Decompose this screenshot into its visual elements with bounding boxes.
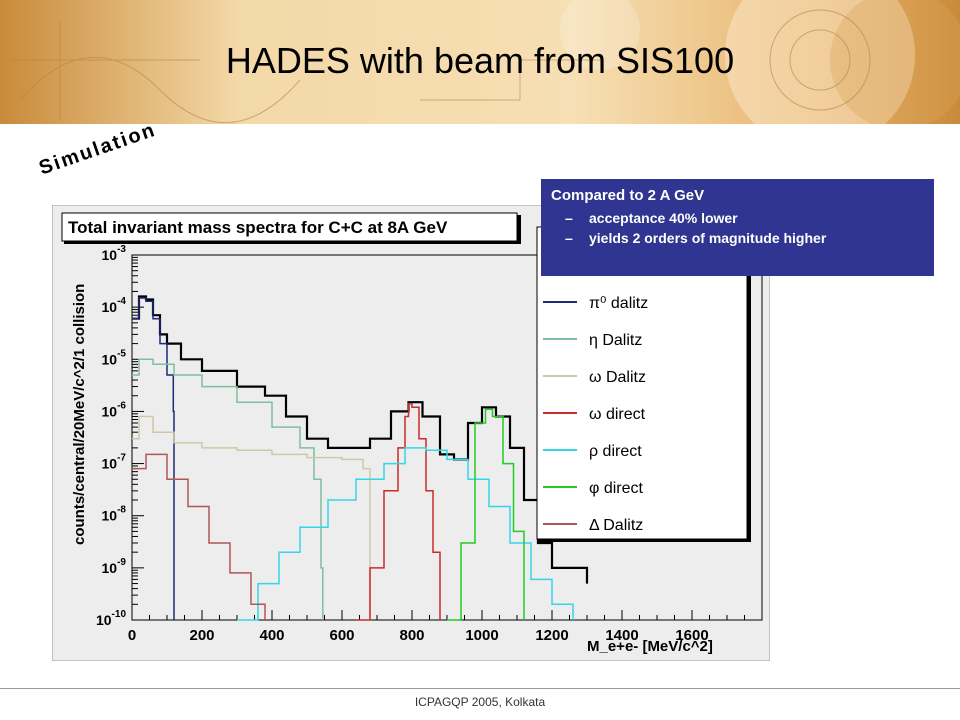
callout-heading: Compared to 2 A GeV [551,187,705,204]
x-tick-label: 1200 [535,627,568,644]
simulation-label: Simulation [36,118,159,180]
y-tick-label: 10-5 [102,348,127,367]
footer-divider [0,688,960,689]
x-tick-label: 200 [189,627,214,644]
legend-label: ρ direct [589,443,642,460]
series-line-pi0-dalitz [132,297,175,620]
y-tick-label: 10-7 [102,453,127,472]
bullet-marker: – [565,210,573,226]
legend-label: ω Dalitz [589,369,646,386]
callout-bullet: – yields 2 orders of magnitude higher [565,230,924,246]
series-group [132,295,589,621]
header-banner [0,0,960,124]
invariant-mass-chart: Total invariant mass spectra for C+C at … [52,205,770,661]
x-tick-label: 1600 [675,627,708,644]
footer-text: ICPAGQP 2005, Kolkata [414,695,546,709]
series-line-omega-direct [356,403,441,621]
x-tick-label: 1400 [605,627,638,644]
x-axis-label: M_e+e- [MeV/c^2] [587,638,713,655]
x-tick-label: 600 [329,627,354,644]
axis-ticks: 0 200 400 600 800 1000 1200 1400 1600 10-3 10-4 10-… [96,244,763,644]
x-tick-label: 0 [128,627,136,644]
callout-bullet-text: yields 2 orders of magnitude higher [589,230,827,246]
series-line-delta-dalitz [132,453,266,620]
series-line-omega-dalitz [132,415,371,620]
series-line-eta-dalitz [132,358,324,620]
series-line-phi-direct [447,408,525,621]
legend-entries: π⁰ dalitz η Dalitz ω Dalitz ω direct ρ direc… [543,295,648,534]
bullet-marker: – [565,230,573,246]
x-tick-label: 400 [259,627,284,644]
y-tick-label: 10-3 [102,244,127,263]
x-tick-label: 1000 [465,627,498,644]
chart-title: Total invariant mass spectra for C+C at … [68,218,448,237]
y-tick-label: 10-6 [102,400,127,419]
y-tick-label: 10-9 [102,557,127,576]
legend-label: φ direct [589,480,644,497]
callout-bullet-text: acceptance 40% lower [589,210,738,226]
legend-label: π⁰ dalitz [589,295,648,312]
slide-title: HADES with beam from SIS100 [225,40,735,81]
y-tick-label: 10-10 [96,609,126,628]
legend-label: ω direct [589,406,646,423]
x-tick-label: 800 [399,627,424,644]
callout-bullet: – acceptance 40% lower [565,210,924,226]
legend-label: η Dalitz [589,332,642,349]
series-line-rho-direct [237,447,574,621]
series-line-total [132,295,589,584]
comparison-callout: Compared to 2 A GeV – acceptance 40% lowe… [541,179,934,276]
y-tick-label: 10-8 [102,505,127,524]
y-tick-label: 10-4 [102,296,127,315]
legend-label: Δ Dalitz [589,517,643,534]
y-axis-label: counts/central/20MeV/c^2/1 collision [71,284,88,545]
